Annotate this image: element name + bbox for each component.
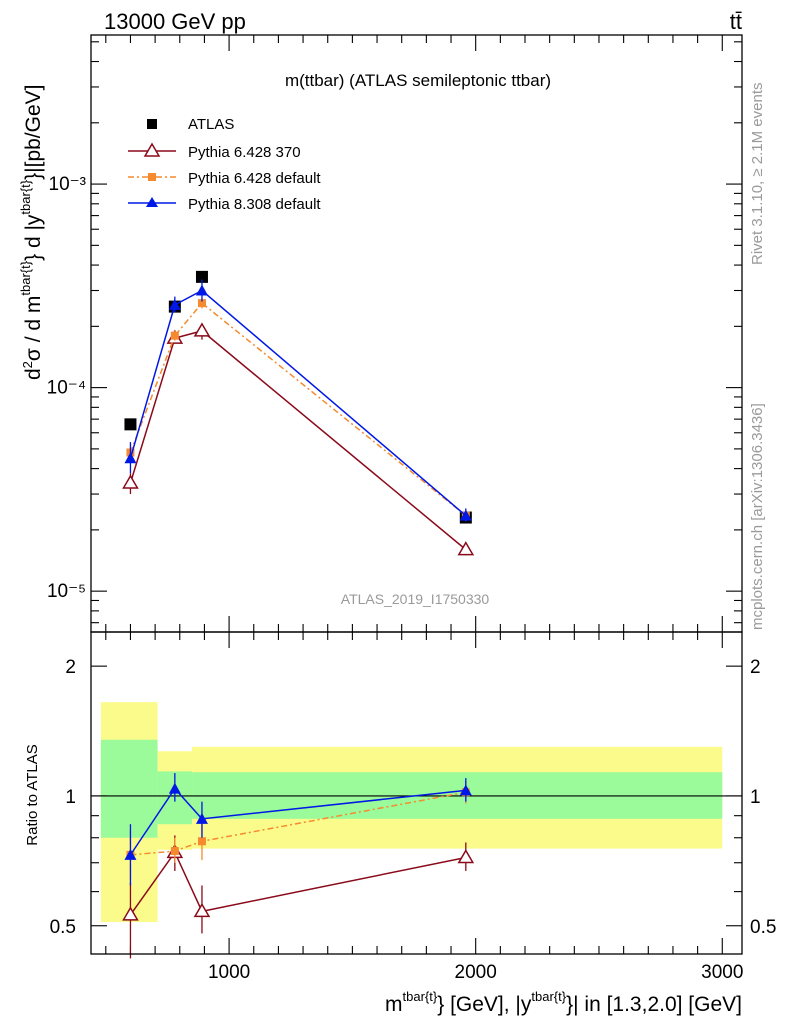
main-y-tick-label: 10⁻⁵ bbox=[47, 581, 86, 602]
ratio-uncertainty-bands bbox=[100, 702, 723, 923]
legend-entry-atlas: ATLAS bbox=[147, 116, 234, 133]
data-point-pythia6-370 bbox=[193, 322, 211, 337]
main-y-axis-label: d2σ / d mtbar{t}} d |ytbar{t}}|[pb/GeV] bbox=[18, 85, 45, 381]
ratio-y-tick-label-left: 0.5 bbox=[50, 917, 76, 938]
process-label: tt̄ bbox=[730, 9, 742, 34]
main-y-tick-label: 10⁻³ bbox=[49, 174, 87, 195]
x-axis-label-text: mtbar{t}} [GeV], |ytbar{t}}| in [1.3,2.0… bbox=[385, 989, 742, 1016]
ratio-y-tick-label-left: 2 bbox=[65, 657, 76, 678]
ratio-series-pythia8-default bbox=[124, 773, 472, 886]
data-point-pythia8-default bbox=[168, 298, 181, 310]
ratio-series-layer bbox=[122, 773, 475, 959]
ratio-point-pythia8-default bbox=[459, 784, 472, 796]
main-series-layer bbox=[122, 270, 475, 556]
ratio-line-pythia6-default bbox=[130, 791, 466, 856]
data-point-pythia8-default bbox=[195, 284, 208, 296]
energy-label: 13000 GeV pp bbox=[104, 9, 246, 34]
legend-label-pythia8-default: Pythia 8.308 default bbox=[188, 196, 321, 213]
ratio-y-tick-label-right: 1 bbox=[750, 787, 761, 808]
legend-label-pythia6-370: Pythia 6.428 370 bbox=[188, 144, 301, 161]
x-tick-label: 2000 bbox=[455, 962, 497, 983]
main-y-tick-label: 10⁻⁴ bbox=[47, 378, 86, 399]
ratio-point-pythia6-default bbox=[170, 847, 179, 856]
ratio-point-pythia8-default bbox=[168, 782, 181, 794]
ratio-y-tick-labels: 0.5 0.5 1 1 2 2 bbox=[50, 657, 777, 938]
line-pythia6-370 bbox=[129, 330, 467, 551]
main-panel: m(ttbar) (ATLAS semileptonic ttbar) ATLA… bbox=[18, 34, 743, 633]
main-y-axis-label-text: d2σ / d mtbar{t}} d |ytbar{t}}|[pb/GeV] bbox=[18, 85, 45, 381]
ratio-y-tick-label-right: 0.5 bbox=[750, 917, 776, 938]
line-pythia6-default bbox=[129, 302, 467, 517]
data-point-atlas bbox=[195, 270, 208, 283]
watermark: ATLAS_2019_I1750330 bbox=[341, 591, 490, 607]
legend-label-pythia6-default: Pythia 6.428 default bbox=[188, 170, 321, 187]
ratio-point-pythia8-default bbox=[195, 812, 208, 824]
x-axis-label: mtbar{t}} [GeV], |ytbar{t}}| in [1.3,2.0… bbox=[385, 989, 742, 1016]
ratio-y-axis-label: Ratio to ATLAS bbox=[24, 744, 41, 845]
data-point-pythia6-370 bbox=[457, 541, 475, 556]
main-axis-ticks bbox=[91, 35, 742, 632]
main-y-tick-labels: 10⁻⁵ 10⁻⁴ 10⁻³ bbox=[47, 174, 86, 602]
ratio-band-inner bbox=[100, 739, 158, 838]
data-point-pythia8-default bbox=[124, 452, 137, 464]
ratio-point-pythia6-370 bbox=[457, 848, 475, 864]
data-point-pythia6-default bbox=[197, 299, 206, 308]
legend-entry-pythia6-370: Pythia 6.428 370 bbox=[128, 142, 301, 161]
ratio-plot-frame bbox=[90, 631, 743, 955]
ratio-line-pythia8-default bbox=[129, 787, 466, 856]
mcplots-label: mcplots.cern.ch [arXiv:1306.3436] bbox=[749, 403, 766, 630]
rivet-label: Rivet 3.1.10, ≥ 2.1M events bbox=[749, 83, 766, 266]
ratio-panel: 0.5 0.5 1 1 2 2 1000 2000 3000 Ratio to ATLAS m… bbox=[24, 631, 777, 1016]
series-pythia8-default bbox=[124, 279, 472, 522]
line-pythia8-default bbox=[129, 289, 467, 517]
x-tick-label: 3000 bbox=[701, 962, 743, 983]
ratio-point-pythia6-370 bbox=[193, 902, 211, 918]
ratio-y-tick-label-left: 1 bbox=[65, 787, 76, 808]
legend-marker-atlas bbox=[147, 119, 157, 129]
legend: ATLAS Pythia 6.428 370 Pythia 6.428 defa… bbox=[128, 116, 321, 213]
ratio-line-pythia6-370 bbox=[129, 850, 466, 916]
ratio-point-pythia6-default bbox=[197, 837, 206, 846]
legend-marker-pythia6-370 bbox=[143, 142, 161, 157]
legend-marker-pythia8-default bbox=[146, 197, 158, 207]
main-title: m(ttbar) (ATLAS semileptonic ttbar) bbox=[285, 71, 551, 90]
legend-entry-pythia6-default: Pythia 6.428 default bbox=[128, 170, 321, 187]
x-tick-label: 1000 bbox=[208, 962, 250, 983]
legend-marker-pythia6-default bbox=[148, 173, 156, 181]
ratio-point-pythia6-370 bbox=[122, 906, 139, 921]
data-point-pythia6-370 bbox=[122, 474, 139, 489]
ratio-x-tick-labels: 1000 2000 3000 bbox=[208, 962, 743, 983]
legend-entry-pythia8-default: Pythia 8.308 default bbox=[128, 196, 321, 213]
data-point-atlas bbox=[124, 418, 137, 431]
data-point-pythia6-default bbox=[170, 331, 179, 340]
legend-label-atlas: ATLAS bbox=[188, 116, 234, 133]
data-point-pythia8-default bbox=[459, 509, 472, 521]
ratio-point-pythia8-default bbox=[124, 848, 137, 860]
series-pythia6-370 bbox=[122, 322, 475, 556]
ratio-axis-ticks bbox=[91, 632, 742, 954]
ratio-y-tick-label-right: 2 bbox=[750, 657, 761, 678]
